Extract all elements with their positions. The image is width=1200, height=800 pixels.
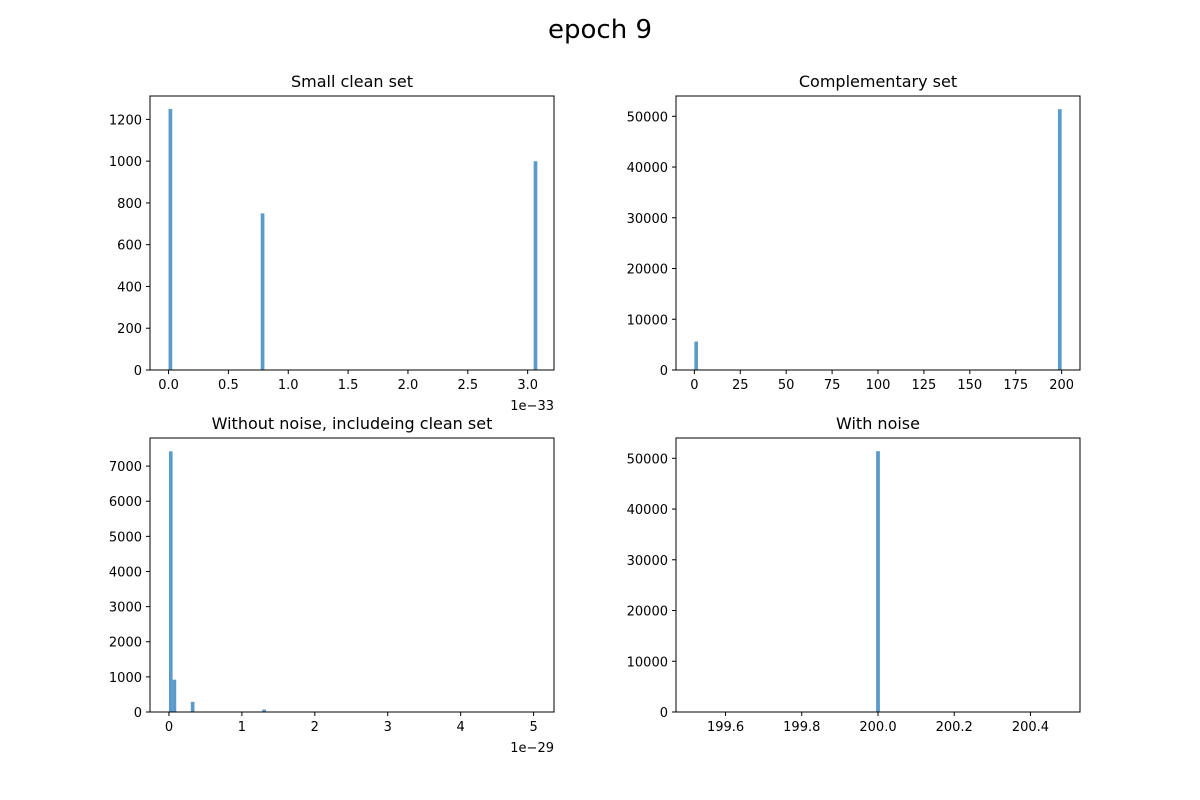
axes-frame (149, 95, 555, 371)
histogram-bar (262, 709, 266, 712)
x-tick-label: 0.5 (218, 378, 239, 393)
y-tick-label: 30000 (627, 212, 668, 227)
histogram-bar (260, 213, 265, 370)
histogram-bar (876, 451, 880, 712)
subplot-title: Small clean set (291, 72, 413, 91)
x-tick-label: 200.4 (1012, 720, 1049, 735)
y-tick-label: 30000 (627, 554, 668, 569)
x-tick-label: 175 (1003, 378, 1028, 393)
figure-title: epoch 9 (548, 15, 652, 45)
y-tick-label: 6000 (109, 495, 142, 510)
y-tick-label: 5000 (109, 530, 142, 545)
y-tick-label: 40000 (627, 503, 668, 518)
histogram-bar (190, 701, 195, 712)
x-tick-label: 3.0 (517, 378, 538, 393)
y-tick-label: 1000 (109, 671, 142, 686)
x-tick-label: 25 (732, 378, 749, 393)
subplot-without-noise: Without noise, includeing clean set 0 1 2 3 4… (109, 414, 555, 756)
y-tick-label: 200 (117, 322, 142, 337)
x-tick-label: 200.0 (859, 720, 896, 735)
histogram-bar (1057, 109, 1062, 370)
y-tick-label: 2000 (109, 636, 142, 651)
subplot-title: Complementary set (799, 72, 957, 91)
subplot-with-noise: With noise 199.6 199.8 200.0 200.2 200.4 0 1000… (627, 414, 1081, 735)
y-tick-label: 40000 (627, 161, 668, 176)
x-tick-label: 150 (957, 378, 982, 393)
y-tick-label: 50000 (627, 452, 668, 467)
x-tick-label: 75 (824, 378, 841, 393)
subplot-title: Without noise, includeing clean set (212, 414, 493, 433)
x-tick-label: 200 (1049, 378, 1074, 393)
y-tick-label: 7000 (109, 460, 142, 475)
histogram-bar (168, 451, 173, 712)
y-tick-label: 4000 (109, 565, 142, 580)
y-tick-label: 10000 (627, 655, 668, 670)
x-tick-label: 2.0 (398, 378, 419, 393)
y-tick-label: 1000 (109, 155, 142, 170)
x-tick-label: 199.6 (707, 720, 744, 735)
x-tick-label: 3 (384, 720, 392, 735)
y-tick-label: 3000 (109, 601, 142, 616)
y-tick-label: 800 (117, 197, 142, 212)
y-tick-label: 10000 (627, 313, 668, 328)
histogram-bar (172, 679, 177, 712)
y-tick-label: 0 (134, 364, 142, 379)
x-tick-label: 0 (165, 720, 173, 735)
x-tick-label: 199.8 (783, 720, 820, 735)
y-tick-label: 600 (117, 239, 142, 254)
y-tick-label: 0 (660, 364, 668, 379)
histogram-bar (694, 341, 699, 370)
y-tick-label: 20000 (627, 263, 668, 278)
y-tick-label: 1200 (109, 113, 142, 128)
x-tick-label: 50 (778, 378, 795, 393)
subplot-small-clean-set: Small clean set 0.0 0.5 1.0 1.5 2.0 2.5 3.0 0 200… (109, 72, 555, 414)
x-tick-label: 125 (911, 378, 936, 393)
x-tick-label: 4 (457, 720, 465, 735)
x-tick-label: 1.0 (278, 378, 299, 393)
axes-frame (149, 437, 555, 713)
x-tick-label: 2 (311, 720, 319, 735)
x-tick-label: 0 (690, 378, 698, 393)
x-tick-label: 1.5 (338, 378, 359, 393)
y-tick-label: 0 (134, 706, 142, 721)
x-tick-label: 0.0 (158, 378, 179, 393)
x-tick-label: 1 (238, 720, 246, 735)
x-offset-label: 1e−33 (510, 399, 554, 414)
histogram-bar (533, 161, 538, 370)
y-tick-label: 20000 (627, 605, 668, 620)
axes-frame (675, 95, 1081, 371)
x-tick-label: 100 (866, 378, 891, 393)
y-tick-label: 50000 (627, 110, 668, 125)
y-tick-label: 0 (660, 706, 668, 721)
histogram-bar (168, 108, 173, 370)
x-tick-label: 200.2 (936, 720, 973, 735)
x-tick-label: 5 (529, 720, 537, 735)
y-tick-label: 400 (117, 280, 142, 295)
x-tick-label: 2.5 (457, 378, 478, 393)
subplot-title: With noise (836, 414, 920, 433)
x-offset-label: 1e−29 (510, 741, 554, 756)
